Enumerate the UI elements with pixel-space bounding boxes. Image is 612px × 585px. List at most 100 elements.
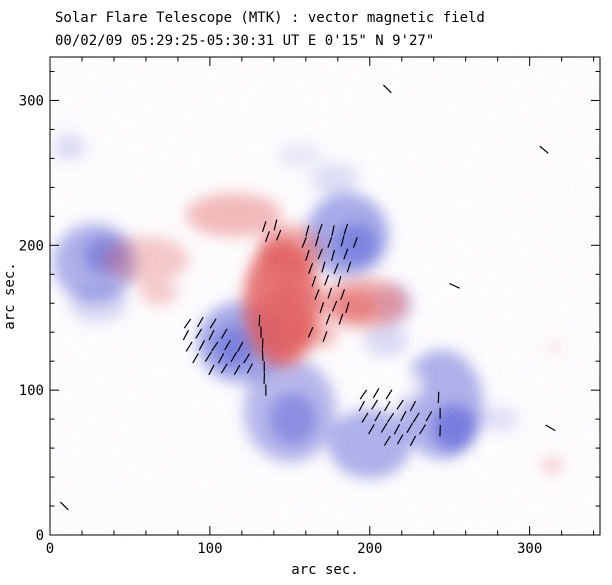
field-vector bbox=[220, 363, 228, 374]
field-vector bbox=[331, 300, 338, 312]
x-tick-label: 100 bbox=[197, 541, 222, 557]
field-vector bbox=[425, 411, 433, 422]
field-vector bbox=[204, 351, 212, 362]
field-vector bbox=[386, 412, 395, 423]
field-vector bbox=[183, 318, 192, 329]
field-vector bbox=[322, 331, 328, 343]
field-vector bbox=[361, 412, 369, 423]
field-vector bbox=[352, 236, 358, 248]
field-vector bbox=[314, 289, 320, 300]
field-vector bbox=[327, 287, 333, 299]
field-vector bbox=[275, 229, 282, 241]
field-vector bbox=[60, 501, 69, 511]
field-vector bbox=[409, 435, 417, 447]
field-vector bbox=[301, 236, 307, 248]
field-vector bbox=[185, 341, 193, 352]
field-vector bbox=[396, 434, 404, 445]
field-vector bbox=[384, 400, 391, 412]
vector-layer bbox=[60, 84, 556, 511]
field-vector bbox=[314, 235, 320, 247]
field-vector bbox=[396, 399, 404, 410]
plot-frame bbox=[49, 56, 601, 536]
field-vector bbox=[311, 276, 317, 288]
field-vector bbox=[358, 400, 365, 412]
plot-subtitle: 00/02/09 05:29:25-05:30:31 UT E 0'15" N … bbox=[55, 33, 434, 49]
field-vector bbox=[208, 329, 215, 341]
field-vector bbox=[449, 282, 460, 289]
field-vector bbox=[305, 225, 310, 237]
field-vector bbox=[208, 364, 215, 376]
field-vector bbox=[393, 424, 401, 435]
field-vector bbox=[380, 422, 388, 433]
field-vector bbox=[196, 316, 204, 328]
y-axis-label: arc sec. bbox=[2, 262, 18, 329]
field-vector bbox=[325, 313, 331, 325]
field-vector bbox=[182, 329, 190, 341]
field-vector bbox=[345, 302, 350, 314]
field-vector bbox=[383, 435, 391, 446]
x-tick-label: 300 bbox=[517, 541, 542, 557]
field-vector bbox=[359, 389, 368, 400]
field-vector bbox=[368, 424, 375, 435]
field-vector bbox=[412, 412, 420, 423]
field-vector bbox=[545, 424, 556, 432]
field-vector bbox=[406, 422, 414, 433]
field-vector bbox=[333, 263, 339, 274]
field-vector bbox=[243, 353, 251, 364]
grain-overlay bbox=[50, 57, 600, 535]
x-tick-label: 200 bbox=[357, 541, 382, 557]
field-vector bbox=[230, 351, 238, 362]
field-vector bbox=[337, 275, 342, 288]
field-vector bbox=[319, 302, 325, 314]
field-vector bbox=[273, 219, 278, 231]
field-vector bbox=[211, 341, 219, 352]
field-vector bbox=[343, 223, 349, 235]
field-vector bbox=[382, 84, 392, 94]
field-vector bbox=[237, 341, 244, 352]
field-vector bbox=[419, 424, 427, 435]
y-tick-label: 100 bbox=[19, 383, 44, 399]
y-tick-label: 300 bbox=[19, 93, 44, 109]
field-vector bbox=[409, 400, 417, 412]
field-vector bbox=[374, 411, 382, 422]
field-vector bbox=[324, 274, 330, 286]
field-vector bbox=[220, 328, 228, 339]
field-vector bbox=[338, 313, 344, 325]
field-vector bbox=[195, 328, 203, 339]
x-axis-label: arc sec. bbox=[291, 562, 358, 578]
plot-title: Solar Flare Telescope (MTK) : vector mag… bbox=[55, 10, 485, 26]
field-vector bbox=[307, 326, 314, 338]
field-vector bbox=[317, 248, 323, 260]
field-vector bbox=[331, 225, 335, 237]
field-vector bbox=[261, 220, 267, 232]
field-vector bbox=[327, 236, 333, 248]
field-vector bbox=[233, 364, 241, 376]
field-vector bbox=[224, 340, 231, 351]
field-vector bbox=[246, 363, 254, 374]
field-vector bbox=[372, 387, 380, 399]
field-vector bbox=[192, 353, 199, 364]
field-vector bbox=[308, 263, 314, 274]
field-vector bbox=[346, 261, 352, 273]
field-vector bbox=[198, 340, 206, 351]
field-vector bbox=[321, 261, 326, 273]
field-vector bbox=[264, 231, 270, 243]
axes bbox=[49, 56, 601, 536]
field-vector bbox=[400, 411, 407, 422]
field-vector bbox=[539, 145, 549, 154]
field-vector bbox=[217, 353, 225, 364]
tick-labels: 0 100 200 300 0 100 200 300 bbox=[19, 93, 543, 557]
x-tick-label: 0 bbox=[46, 541, 54, 557]
field-vector bbox=[305, 249, 310, 261]
y-tick-label: 0 bbox=[36, 528, 44, 544]
field-vector bbox=[340, 289, 346, 301]
field-vector bbox=[340, 235, 345, 247]
field-vector bbox=[385, 389, 393, 400]
field-vector bbox=[209, 318, 217, 329]
field-vector bbox=[330, 249, 336, 262]
field-vector bbox=[317, 223, 323, 235]
field-vector bbox=[371, 399, 379, 410]
field-vector bbox=[343, 248, 349, 260]
